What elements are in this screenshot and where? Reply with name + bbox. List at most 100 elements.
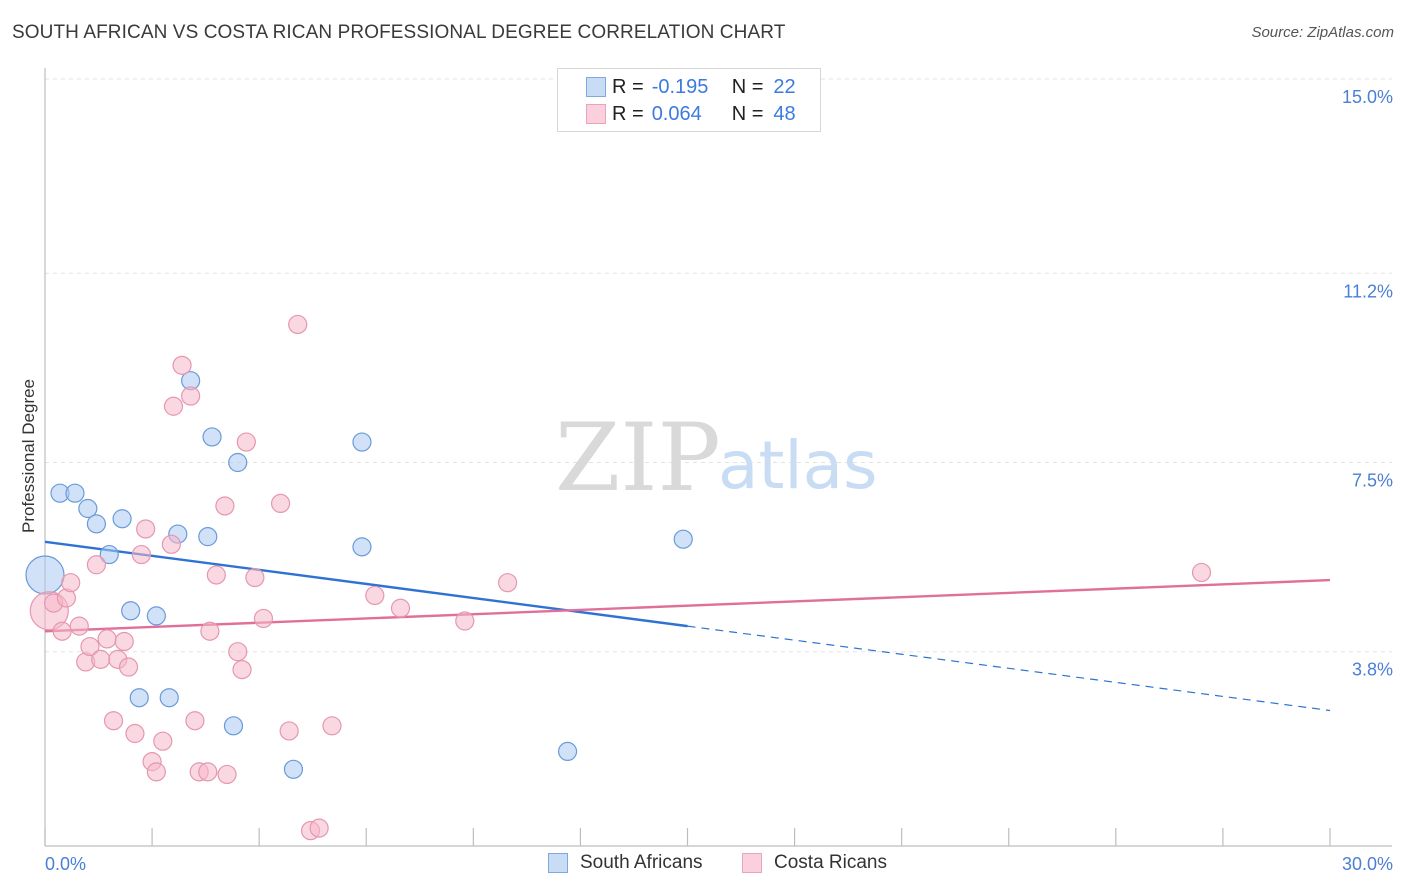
- legend-row-south-africans: R = -0.195 N = 22: [586, 74, 796, 100]
- point-costa-ricans: [198, 762, 218, 782]
- point-costa-ricans: [185, 711, 205, 731]
- point-costa-ricans: [270, 493, 291, 514]
- trend-south-africans: [44, 540, 688, 628]
- data-points: [25, 314, 1212, 841]
- series-label-costa-ricans: Costa Ricans: [774, 852, 887, 873]
- y-tick-label: 11.2%: [1343, 281, 1393, 301]
- point-costa-ricans: [1191, 562, 1212, 583]
- series-legend: South Africans Costa Ricans: [0, 852, 1406, 878]
- point-costa-ricans: [161, 534, 181, 554]
- legend-n-label: N =: [731, 75, 764, 98]
- point-south-africans: [352, 432, 372, 452]
- point-costa-ricans: [322, 716, 342, 736]
- legend-swatch-south-africans: [586, 77, 606, 97]
- point-costa-ricans: [498, 573, 518, 593]
- legend: R = -0.195 N = 22 R = 0.064 N = 48: [557, 68, 821, 132]
- point-costa-ricans: [146, 762, 166, 782]
- point-costa-ricans: [455, 611, 475, 631]
- point-south-africans: [557, 741, 578, 762]
- series-swatch-costa-ricans: [742, 853, 762, 873]
- point-costa-ricans: [136, 519, 156, 539]
- trend-lines: [44, 540, 1331, 712]
- point-costa-ricans: [365, 585, 385, 606]
- point-costa-ricans: [153, 731, 173, 751]
- point-south-africans: [146, 606, 166, 626]
- point-costa-ricans: [245, 567, 265, 588]
- series-label-south-africans: South Africans: [580, 852, 703, 873]
- point-costa-ricans: [253, 608, 274, 629]
- point-costa-ricans: [125, 723, 145, 744]
- legend-n-value: 48: [773, 102, 796, 125]
- source-label: Source: ZipAtlas.com: [1251, 24, 1394, 41]
- point-costa-ricans: [236, 432, 256, 452]
- y-axis-label: Professional Degree: [19, 379, 38, 533]
- point-south-africans: [99, 544, 119, 565]
- x-tick-label: 0.0%: [45, 854, 86, 874]
- point-costa-ricans: [172, 355, 192, 375]
- point-costa-ricans: [181, 386, 201, 406]
- y-tick-label: 15.0%: [1342, 87, 1393, 107]
- point-south-africans: [673, 529, 693, 549]
- axes: [44, 68, 1392, 847]
- point-costa-ricans: [114, 631, 134, 652]
- point-south-africans: [223, 716, 244, 736]
- point-south-africans: [121, 601, 141, 621]
- point-south-africans: [78, 498, 98, 519]
- point-costa-ricans: [52, 621, 72, 641]
- gridlines: [45, 78, 1392, 653]
- point-costa-ricans: [131, 544, 151, 565]
- series-legend-costa-ricans[interactable]: Costa Ricans: [742, 852, 887, 874]
- y-tick-label: 3.8%: [1352, 660, 1393, 680]
- watermark-zip: ZIP: [555, 404, 721, 513]
- point-costa-ricans: [97, 629, 117, 649]
- legend-r-label: R =: [612, 75, 644, 98]
- point-costa-ricans: [217, 764, 237, 785]
- legend-swatch-costa-ricans: [586, 104, 606, 124]
- point-costa-ricans: [206, 565, 226, 585]
- legend-n-label: N =: [731, 102, 764, 125]
- point-costa-ricans: [69, 616, 89, 636]
- watermark: ZIP atlas: [555, 404, 878, 513]
- point-south-africans: [283, 759, 304, 779]
- point-costa-ricans: [215, 496, 235, 516]
- legend-r-value: -0.195: [651, 75, 709, 98]
- point-south-africans: [86, 514, 107, 534]
- x-tick-label: 30.0%: [1342, 854, 1393, 874]
- point-costa-ricans: [232, 659, 252, 680]
- point-costa-ricans: [200, 621, 220, 641]
- legend-r-label: R =: [612, 102, 644, 125]
- point-south-africans: [129, 688, 149, 708]
- trend-costa-ricans: [44, 578, 1331, 633]
- point-south-africans: [25, 555, 65, 595]
- point-costa-ricans: [288, 314, 308, 335]
- point-costa-ricans: [390, 598, 411, 618]
- point-costa-ricans: [91, 649, 111, 669]
- point-costa-ricans: [118, 657, 139, 677]
- watermark-atlas: atlas: [718, 427, 878, 504]
- point-costa-ricans: [61, 573, 81, 593]
- point-costa-ricans: [103, 711, 124, 731]
- point-south-africans: [202, 427, 222, 447]
- point-south-africans: [65, 483, 85, 503]
- point-south-africans: [112, 509, 132, 529]
- point-costa-ricans: [309, 818, 329, 838]
- point-costa-ricans: [163, 396, 184, 416]
- series-legend-south-africans[interactable]: South Africans: [548, 852, 703, 874]
- legend-row-costa-ricans: R = 0.064 N = 48: [586, 101, 796, 127]
- chart-title: SOUTH AFRICAN VS COSTA RICAN PROFESSIONA…: [12, 22, 786, 43]
- legend-n-value: 22: [773, 75, 796, 98]
- tick-labels: 3.8% 7.5% 11.2% 15.0% 0.0% 30.0%: [45, 87, 1393, 874]
- point-south-africans: [198, 527, 218, 547]
- point-south-africans: [228, 452, 248, 473]
- point-costa-ricans: [279, 721, 299, 741]
- point-south-africans: [159, 688, 179, 708]
- point-costa-ricans: [86, 555, 107, 575]
- point-costa-ricans: [80, 636, 100, 657]
- y-tick-label: 7.5%: [1352, 471, 1393, 491]
- legend-r-value: 0.064: [651, 102, 702, 125]
- point-costa-ricans: [228, 642, 248, 662]
- series-swatch-south-africans: [548, 853, 568, 873]
- point-south-africans: [352, 537, 372, 557]
- trend-south-africans-dashed: [687, 625, 1331, 712]
